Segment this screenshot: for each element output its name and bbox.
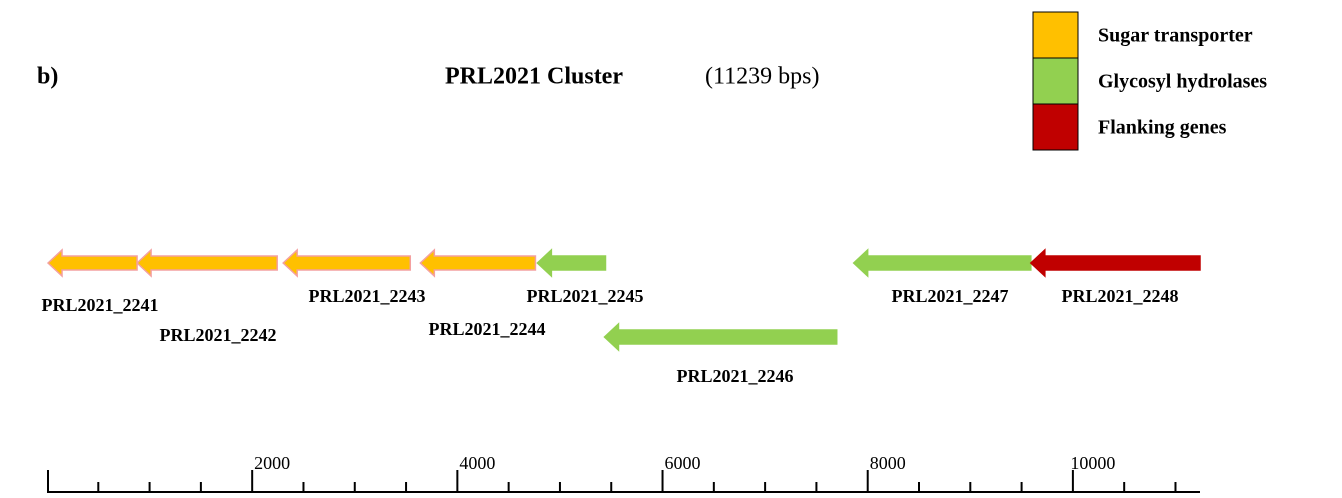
gene-arrow xyxy=(419,248,537,278)
tick-label: 2000 xyxy=(254,453,290,473)
legend-swatch xyxy=(1032,57,1079,105)
tick-label: 6000 xyxy=(665,453,701,473)
legend-swatch xyxy=(1032,11,1079,59)
tick-label: 4000 xyxy=(459,453,495,473)
gene-arrow xyxy=(46,248,138,278)
legend-label: Sugar transporter xyxy=(1098,25,1253,47)
gene-arrow xyxy=(852,248,1032,278)
subtitle: (11239 bps) xyxy=(705,64,819,90)
gene-label: PRL2021_2247 xyxy=(892,286,1009,306)
gene-label: PRL2021_2248 xyxy=(1062,286,1179,306)
gene-arrow xyxy=(1029,248,1201,278)
legend-swatch xyxy=(1032,103,1079,151)
gene-arrow xyxy=(536,248,607,278)
gene-label: PRL2021_2244 xyxy=(429,319,546,339)
legend-label: Glycosyl hydrolases xyxy=(1098,71,1267,93)
gene-label: PRL2021_2246 xyxy=(677,366,794,386)
gene-arrow xyxy=(135,248,278,278)
gene-arrow xyxy=(282,248,412,278)
gene-arrow xyxy=(603,322,838,352)
gene-label: PRL2021_2245 xyxy=(527,286,644,306)
tick-label: 10000 xyxy=(1070,453,1115,473)
legend-label: Flanking genes xyxy=(1098,117,1227,139)
panel-label: b) xyxy=(37,64,58,90)
tick-label: 8000 xyxy=(870,453,906,473)
gene-label: PRL2021_2243 xyxy=(309,286,426,306)
gene-label: PRL2021_2242 xyxy=(160,325,277,345)
gene-label: PRL2021_2241 xyxy=(42,295,159,315)
title: PRL2021 Cluster xyxy=(445,64,623,90)
